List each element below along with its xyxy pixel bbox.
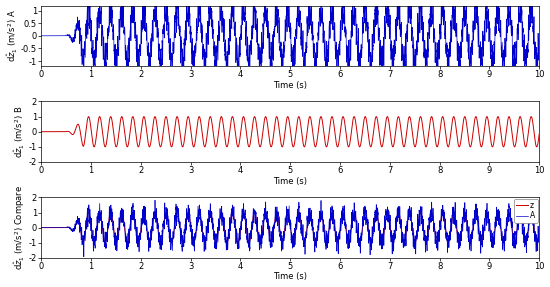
X-axis label: Time (s): Time (s) <box>273 272 307 282</box>
z <box>136 240 142 244</box>
X-axis label: Time (s): Time (s) <box>273 177 307 185</box>
z <box>536 228 542 232</box>
A <box>487 239 494 243</box>
A <box>536 228 542 231</box>
A <box>500 238 507 241</box>
z <box>500 241 507 245</box>
Y-axis label: d$\hat{z}_1$ (m/s$^2$) A: d$\hat{z}_1$ (m/s$^2$) A <box>6 9 20 62</box>
z <box>38 226 45 229</box>
z <box>135 241 142 245</box>
X-axis label: Time (s): Time (s) <box>273 81 307 90</box>
Line: A: A <box>41 200 539 257</box>
A <box>38 226 45 229</box>
A <box>152 199 158 202</box>
A <box>135 241 142 245</box>
A <box>278 234 285 237</box>
z <box>487 233 494 236</box>
Y-axis label: d$\hat{z}_1$ (m/s$^2$) Compare: d$\hat{z}_1$ (m/s$^2$) Compare <box>13 185 28 270</box>
A <box>382 212 389 216</box>
A <box>80 255 87 259</box>
Line: z: z <box>41 212 539 243</box>
z <box>382 217 389 220</box>
z <box>85 211 92 214</box>
z <box>503 222 510 226</box>
A <box>503 229 510 232</box>
Y-axis label: d$\hat{z}_1$ (m/s$^2$) B: d$\hat{z}_1$ (m/s$^2$) B <box>13 106 28 158</box>
Legend: z, A: z, A <box>514 199 538 223</box>
z <box>278 241 285 244</box>
